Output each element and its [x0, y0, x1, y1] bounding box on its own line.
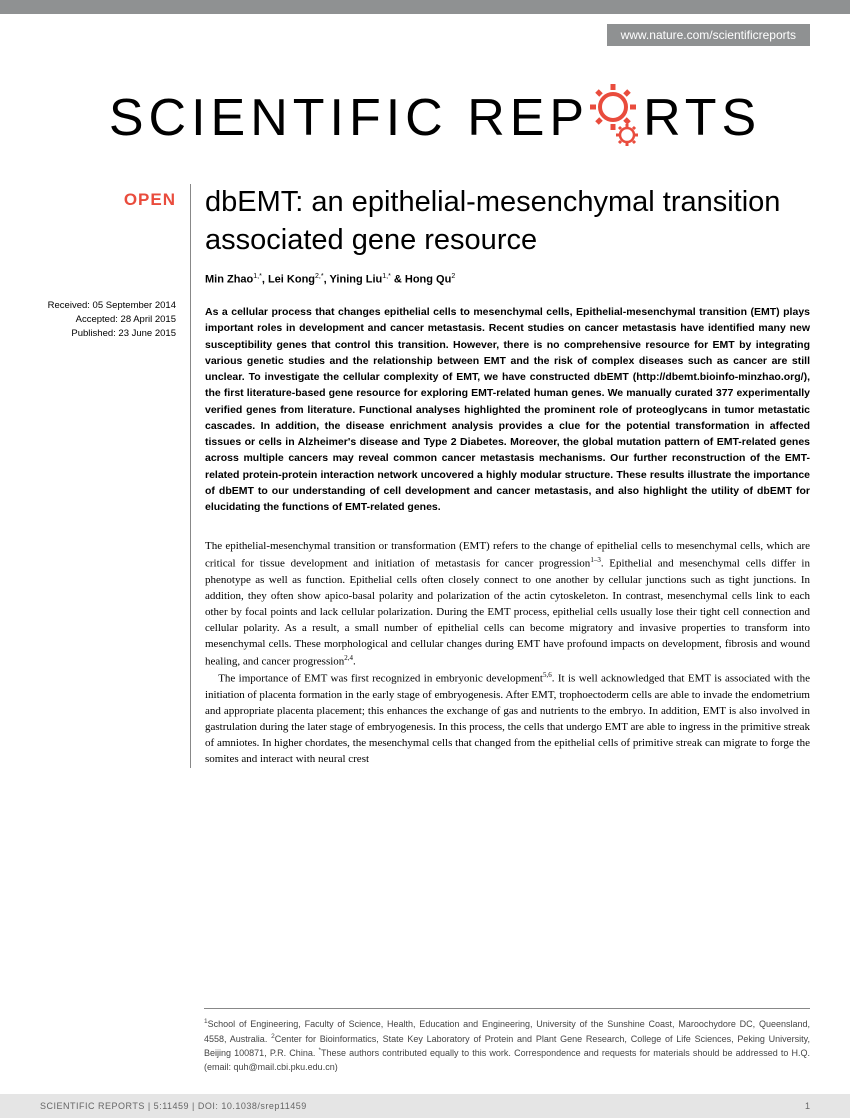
- footer: SCIENTIFIC REPORTS | 5:11459 | DOI: 10.1…: [0, 1094, 850, 1118]
- abstract: As a cellular process that changes epith…: [205, 304, 810, 515]
- gear-icon: [587, 89, 645, 147]
- content-area: OPEN Received: 05 September 2014 Accepte…: [40, 184, 810, 768]
- published-date: Published: 23 June 2015: [40, 328, 176, 339]
- accepted-date: Accepted: 28 April 2015: [40, 314, 176, 325]
- citation: SCIENTIFIC REPORTS | 5:11459 | DOI: 10.1…: [40, 1101, 307, 1111]
- body-paragraph-2: The importance of EMT was first recogniz…: [205, 670, 810, 767]
- article-title: dbEMT: an epithelial-mesenchymal transit…: [205, 184, 810, 259]
- top-gray-bar: [0, 0, 850, 14]
- body-text: The epithelial-mesenchymal transition or…: [205, 539, 810, 767]
- left-sidebar: OPEN Received: 05 September 2014 Accepte…: [40, 184, 190, 768]
- authors-list: Min Zhao1,*, Lei Kong2,*, Yining Liu1,* …: [205, 273, 810, 286]
- open-access-badge: OPEN: [40, 190, 176, 210]
- received-date: Received: 05 September 2014: [40, 300, 176, 311]
- main-column: dbEMT: an epithelial-mesenchymal transit…: [190, 184, 810, 768]
- journal-url: www.nature.com/scientificreports: [607, 24, 810, 46]
- journal-word-2-pre: REP: [467, 88, 589, 148]
- journal-word-1: SCIENTIFIC: [109, 88, 448, 148]
- body-paragraph-1: The epithelial-mesenchymal transition or…: [205, 539, 810, 670]
- affiliations: 1School of Engineering, Faculty of Scien…: [204, 1008, 810, 1074]
- journal-title: SCIENTIFIC REP: [60, 88, 810, 148]
- page-number: 1: [805, 1101, 810, 1111]
- journal-word-2-post: RTS: [643, 88, 761, 148]
